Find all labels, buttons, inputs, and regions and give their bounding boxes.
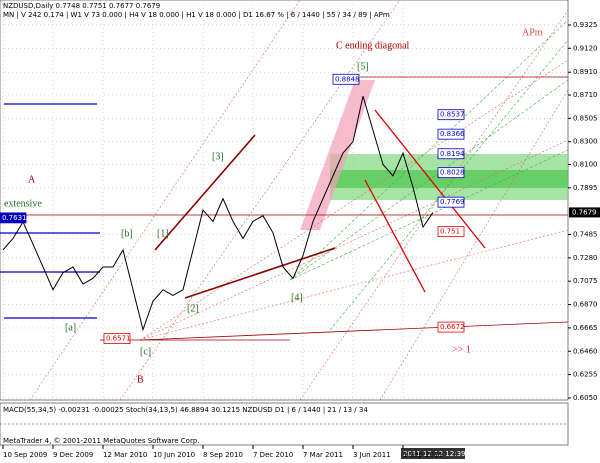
annotation: B xyxy=(137,374,144,385)
level-label: 0.8028 xyxy=(440,169,465,177)
green-zone-core xyxy=(330,170,568,188)
y-tick-label: 0.8100 xyxy=(573,160,598,168)
level-box xyxy=(437,109,465,121)
y-tick-label: 0.8910 xyxy=(573,68,598,76)
y-tick-label: 0.6255 xyxy=(573,371,598,379)
annotation: [c] xyxy=(140,346,151,357)
y-tick-label: 0.9325 xyxy=(573,21,598,29)
y-tick-label: 0.7485 xyxy=(573,231,598,239)
chart-subtitle: MN | V 242 0.174 | W1 V 73 0.000 | H4 V … xyxy=(3,11,390,19)
annotation: [a] xyxy=(65,322,76,333)
current-price-box xyxy=(569,207,600,218)
y-tick-label: 0.7895 xyxy=(573,184,598,192)
price-line xyxy=(2,95,434,332)
level-box xyxy=(0,212,27,224)
annotation: [2] xyxy=(187,303,199,314)
annotation: [1] xyxy=(157,228,169,239)
y-tick-label: 0.9120 xyxy=(573,44,598,52)
y-tick-label: 0.6870 xyxy=(573,301,598,309)
annotation: APm xyxy=(522,27,543,38)
y-tick-label: 0.7280 xyxy=(573,254,598,262)
green-fan xyxy=(289,19,569,331)
annotation: [4] xyxy=(291,292,303,303)
level-box xyxy=(103,333,131,345)
level-box xyxy=(437,226,465,238)
cursor-box xyxy=(401,448,465,459)
indicator-label: MACD(55,34,5) -0.00231 -0.00025 Stoch(34… xyxy=(3,406,368,414)
x-tick-label: 10 Sep 2009 xyxy=(3,451,47,459)
annotation: A xyxy=(28,174,36,185)
x-tick-label: 8 Sep 2010 xyxy=(203,451,243,459)
x-tick-label: 1 Sep 2011 xyxy=(403,451,443,459)
level-label: 0.8537 xyxy=(440,111,465,119)
level-box xyxy=(437,196,465,208)
y-tick-label: 0.8300 xyxy=(573,138,598,146)
x-tick-label: 10 Jun 2010 xyxy=(153,451,195,459)
level-label: 0.6672 xyxy=(440,323,465,331)
pink-channel xyxy=(300,80,375,230)
y-tick-label: 0.8505 xyxy=(573,114,598,122)
y-tick-label: 0.6050 xyxy=(573,394,598,402)
x-tick-label: 7 Dec 2010 xyxy=(253,451,293,459)
annotation: [b] xyxy=(121,228,133,239)
level-label: 0.7769 xyxy=(440,198,465,206)
trend-lines xyxy=(154,134,336,299)
y-tick-label: 0.8710 xyxy=(573,91,598,99)
level-box xyxy=(437,167,465,179)
level-box xyxy=(437,148,465,160)
current-price-label: 0.7679 xyxy=(572,208,597,216)
level-label: 0.6571 xyxy=(106,335,131,343)
level-label: 0.751 xyxy=(440,228,460,236)
diagonal-lines xyxy=(364,109,486,293)
level-label: 0.8366 xyxy=(440,130,465,138)
annotation: C ending diagonal xyxy=(336,40,410,51)
level-label: 0.7631 xyxy=(2,214,27,222)
level-label: 0.8848 xyxy=(335,75,360,83)
level-box xyxy=(437,128,465,140)
channel-lines xyxy=(0,76,569,341)
x-tick-label: 9 Dec 2009 xyxy=(53,451,93,459)
annotation: [5] xyxy=(357,61,369,72)
level-box xyxy=(332,73,360,85)
annotations: C ending diagonal APm [5] [3] [1] [2] [4… xyxy=(4,27,543,385)
fib-fan xyxy=(29,0,569,401)
x-tick-label: 3 Jun 2011 xyxy=(353,451,391,459)
level-label: 0.8194 xyxy=(440,150,465,158)
level-box xyxy=(437,321,465,333)
y-tick-label: 0.6665 xyxy=(573,324,598,332)
annotation: >> 1 xyxy=(452,344,471,355)
cursor-label: 2011.12.12 12:39 xyxy=(403,450,465,458)
annotation: [3] xyxy=(212,151,224,162)
x-tick-label: 12 Mar 2010 xyxy=(103,451,147,459)
footer: MetaTrader 4, © 2001-2011 MetaQuotes Sof… xyxy=(3,437,200,445)
y-tick-label: 0.7075 xyxy=(573,277,598,285)
x-tick-label: 7 Mar 2011 xyxy=(303,451,343,459)
y-tick-label: 0.6460 xyxy=(573,347,598,355)
chart-title: NZDUSD,Daily 0.7748 0.7751 0.7677 0.7679 xyxy=(3,2,160,10)
annotation: extensive xyxy=(4,198,42,209)
